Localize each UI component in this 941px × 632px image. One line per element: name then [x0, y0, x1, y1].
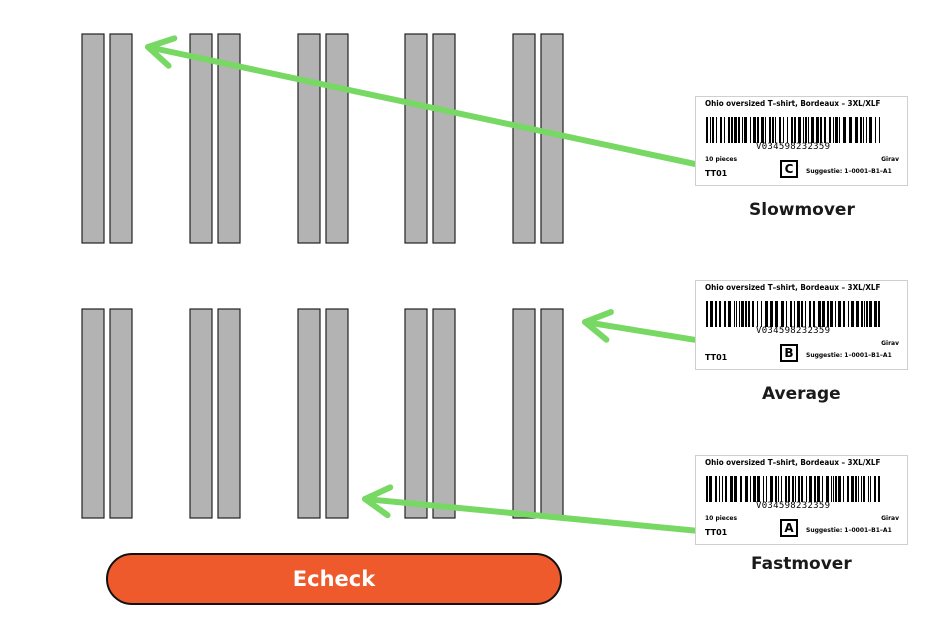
pieces-count: 10 pieces — [705, 156, 738, 163]
rack-upright — [325, 33, 349, 244]
pieces-count: 10 pieces — [705, 515, 738, 522]
product-label-slowmover: Ohio oversized T–shirt, Bordeaux – 3XL/X… — [695, 96, 908, 186]
barcode-number: V034598232359 — [756, 142, 831, 152]
rack-upright — [404, 33, 428, 244]
rack-upright — [189, 308, 213, 519]
label-code: TT01 — [705, 528, 728, 537]
label-title: Ohio oversized T–shirt, Bordeaux – 3XL/X… — [705, 99, 881, 108]
barcode-number: V034598232359 — [756, 326, 831, 336]
location-suggestion: Suggestie: 1–0001–B1–A1 — [806, 352, 892, 359]
barcode-graphic — [706, 476, 880, 502]
label-title: Ohio oversized T–shirt, Bordeaux – 3XL/X… — [705, 458, 881, 467]
location-name: Girav — [881, 156, 899, 163]
rack-upright — [540, 308, 564, 519]
rack-upright — [109, 308, 133, 519]
rack-upright — [297, 308, 321, 519]
rack-upright — [404, 308, 428, 519]
caption-slowmover: Slowmover — [749, 200, 855, 220]
location-name: Girav — [881, 515, 899, 522]
rack-upright — [325, 308, 349, 519]
product-label-average: Ohio oversized T–shirt, Bordeaux – 3XL/X… — [695, 280, 908, 370]
label-code: TT01 — [705, 353, 728, 362]
velocity-class-badge: B — [780, 344, 798, 362]
barcode-graphic — [706, 301, 880, 327]
caption-average: Average — [762, 384, 841, 404]
rack-upright — [297, 33, 321, 244]
rack-upright — [432, 33, 456, 244]
rack-rows — [81, 33, 564, 519]
location-suggestion: Suggestie: 1–0001–B1–A1 — [806, 168, 892, 175]
rack-upright — [81, 33, 105, 244]
rack-upright — [432, 308, 456, 519]
rack-upright — [512, 33, 536, 244]
barcode-graphic — [706, 117, 880, 143]
velocity-class-badge: C — [780, 160, 798, 178]
label-code: TT01 — [705, 169, 728, 178]
arrows — [145, 35, 773, 540]
barcode-number: V034598232359 — [756, 501, 831, 511]
echeck-button[interactable]: Echeck — [106, 553, 562, 605]
label-title: Ohio oversized T–shirt, Bordeaux – 3XL/X… — [705, 283, 881, 292]
velocity-class-badge: A — [780, 519, 798, 537]
rack-upright — [540, 33, 564, 244]
rack-upright — [217, 33, 241, 244]
product-label-fastmover: Ohio oversized T–shirt, Bordeaux – 3XL/X… — [695, 455, 908, 545]
caption-fastmover: Fastmover — [751, 554, 852, 574]
rack-upright — [512, 308, 536, 519]
location-suggestion: Suggestie: 1–0001–B1–A1 — [806, 527, 892, 534]
rack-upright — [217, 308, 241, 519]
arrow-slowmover — [145, 35, 773, 183]
location-name: Girav — [881, 340, 899, 347]
rack-upright — [81, 308, 105, 519]
rack-upright — [109, 33, 133, 244]
rack-upright — [189, 33, 213, 244]
